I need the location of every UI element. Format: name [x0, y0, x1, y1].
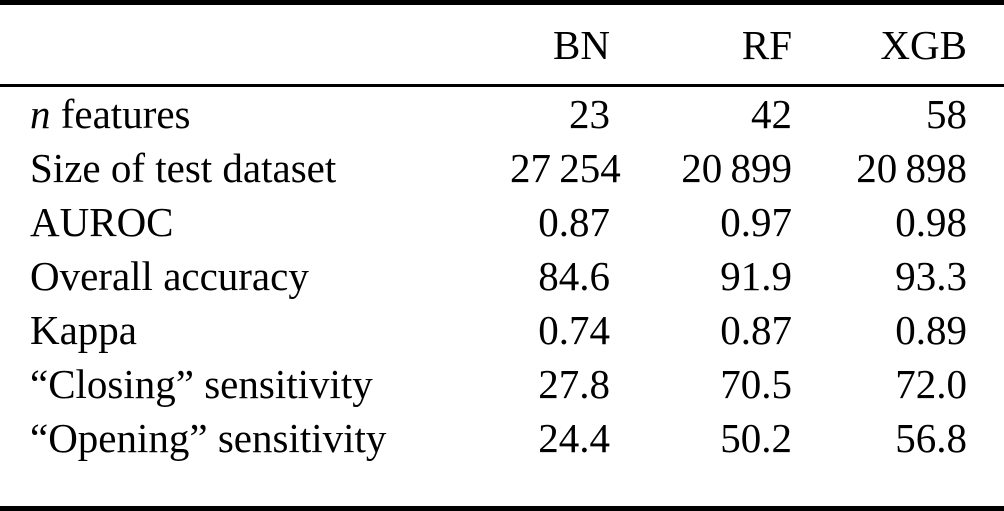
- cell-value: 0.74: [538, 307, 610, 353]
- row-label: Size of test dataset: [30, 145, 337, 191]
- cell-value: 91.9: [720, 253, 792, 299]
- row-label: “Opening” sensitivity: [30, 415, 387, 461]
- row-label: “Closing” sensitivity: [30, 361, 373, 407]
- table-row-auroc: AUROC 0.87 0.97 0.98: [0, 195, 1004, 249]
- cell-value: 0.89: [895, 307, 967, 353]
- row-label: Kappa: [30, 307, 138, 353]
- cell-value: 20 898: [856, 145, 967, 191]
- cell-value: 50.2: [720, 415, 792, 461]
- cell-value: 93.3: [895, 253, 967, 299]
- table-row-kappa: Kappa 0.74 0.87 0.89: [0, 303, 1004, 357]
- cell-value: 23: [569, 91, 610, 137]
- row-label: Overall accuracy: [30, 253, 309, 299]
- column-header-bn: BN: [553, 21, 610, 68]
- cell-value: 58: [926, 91, 967, 137]
- results-table-body: n features 23 42 58 Size of test dataset…: [0, 87, 1004, 465]
- table-mid-rule: [0, 84, 1004, 87]
- cell-value: 0.87: [720, 307, 792, 353]
- row-label: n features: [0, 87, 510, 141]
- cell-value: 72.0: [895, 361, 967, 407]
- table-row-opening-sensitivity: “Opening” sensitivity 24.4 50.2 56.8: [0, 411, 1004, 465]
- cell-value: 27 254: [510, 145, 621, 191]
- cell-value: 27.8: [538, 361, 610, 407]
- cell-value: 70.5: [720, 361, 792, 407]
- cell-value: 56.8: [895, 415, 967, 461]
- table-bottom-rule: [0, 506, 1004, 511]
- cell-value: 42: [751, 91, 792, 137]
- cell-value: 0.98: [895, 199, 967, 245]
- row-label: AUROC: [30, 199, 174, 245]
- table-top-rule: [0, 0, 1004, 5]
- header-empty-cell: [0, 5, 510, 84]
- row-label-variable: n: [30, 91, 51, 137]
- cell-value: 0.97: [720, 199, 792, 245]
- column-header-rf: RF: [741, 21, 792, 68]
- cell-value: 24.4: [538, 415, 610, 461]
- table-row-overall-accuracy: Overall accuracy 84.6 91.9 93.3: [0, 249, 1004, 303]
- table-row-test-dataset-size: Size of test dataset 27 254 20 899 20 89…: [0, 141, 1004, 195]
- cell-value: 0.87: [538, 199, 610, 245]
- column-header-xgb: XGB: [880, 21, 967, 68]
- cell-value: 84.6: [538, 253, 610, 299]
- table-row-closing-sensitivity: “Closing” sensitivity 27.8 70.5 72.0: [0, 357, 1004, 411]
- table-row-n-features: n features 23 42 58: [0, 87, 1004, 141]
- table-header-row: BN RF XGB: [0, 5, 1004, 84]
- cell-value: 20 899: [681, 145, 792, 191]
- results-table-header: BN RF XGB: [0, 5, 1004, 84]
- row-label-text: features: [50, 91, 191, 137]
